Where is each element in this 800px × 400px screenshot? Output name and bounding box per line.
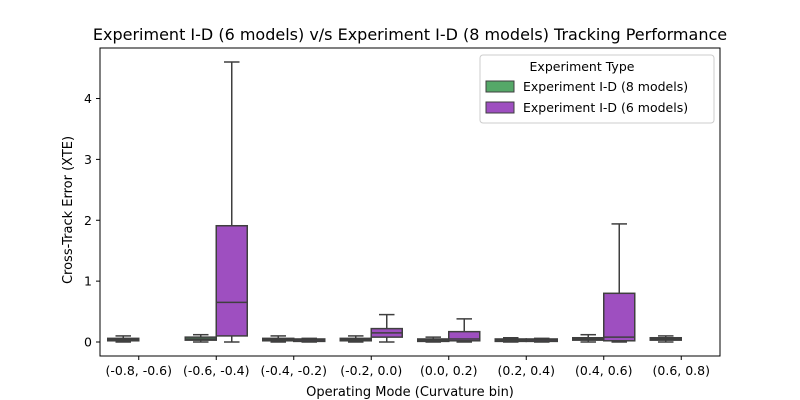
legend-frame bbox=[479, 54, 715, 124]
y-axis-label: Cross-Track Error (XTE) bbox=[61, 136, 76, 284]
y-tick-label: 2 bbox=[84, 213, 92, 228]
legend-title: Experiment Type bbox=[530, 59, 635, 74]
legend: Experiment Type Experiment I-D (8 models… bbox=[479, 54, 715, 124]
x-axis-label: Operating Mode (Curvature bin) bbox=[306, 385, 514, 400]
x-tick-label: (0.6, 0.8) bbox=[653, 363, 710, 378]
legend-label-8-models: Experiment I-D (8 models) bbox=[523, 79, 688, 94]
x-tick-label: (-0.4, -0.2) bbox=[261, 363, 327, 378]
y-tick-label: 3 bbox=[84, 152, 92, 167]
chart-title: Experiment I-D (6 models) v/s Experiment… bbox=[93, 25, 727, 44]
box-8-models bbox=[107, 335, 140, 343]
y-tick-label: 0 bbox=[84, 335, 92, 350]
box-8-models bbox=[184, 333, 217, 343]
box-body bbox=[603, 292, 636, 342]
box-8-models bbox=[262, 335, 295, 343]
box-body bbox=[448, 330, 481, 342]
box-6-models bbox=[603, 223, 636, 343]
box-6-models bbox=[370, 313, 403, 343]
x-tick-label: (-0.6, -0.4) bbox=[183, 363, 249, 378]
box-6-models bbox=[525, 337, 558, 343]
box-6-models bbox=[293, 337, 326, 343]
x-tick-label: (-0.2, 0.0) bbox=[340, 363, 402, 378]
box-6-models bbox=[448, 318, 481, 343]
box-8-models bbox=[339, 335, 372, 343]
axis-ticks: 0 1 2 3 4 (-0.8, -0.6) (-0.6, -0.4) (-0.4, -0.2… bbox=[84, 91, 710, 378]
y-tick-label: 4 bbox=[84, 91, 92, 106]
x-tick-label: (0.4, 0.6) bbox=[575, 363, 632, 378]
y-tick-label: 1 bbox=[84, 274, 92, 289]
box-8-models bbox=[572, 333, 605, 343]
plot-frame bbox=[99, 47, 721, 357]
box-8-models bbox=[649, 335, 682, 343]
x-tick-label: (-0.8, -0.6) bbox=[106, 363, 172, 378]
box-8-models bbox=[494, 336, 527, 343]
box-body bbox=[215, 224, 248, 337]
x-tick-label: (0.0, 0.2) bbox=[420, 363, 477, 378]
box-series bbox=[107, 61, 682, 343]
box-8-models bbox=[417, 336, 450, 343]
x-tick-label: (0.2, 0.4) bbox=[498, 363, 555, 378]
legend-label-6-models: Experiment I-D (6 models) bbox=[523, 100, 688, 115]
legend-swatch-6-models bbox=[485, 101, 515, 114]
legend-swatch-8-models bbox=[485, 80, 515, 93]
box-6-models bbox=[215, 61, 248, 343]
